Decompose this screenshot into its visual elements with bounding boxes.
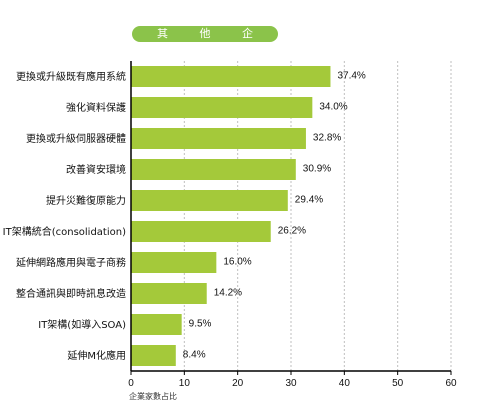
value-label-2: 34.0%: [319, 102, 347, 113]
bar-3: [131, 128, 306, 149]
x-tick-label-40: 40: [339, 378, 351, 389]
bar-8: [131, 283, 207, 304]
bar-10: [131, 345, 176, 366]
value-label-7: 16.0%: [223, 257, 251, 268]
x-axis-label: 企業家數占比: [129, 391, 177, 401]
bar-6: [131, 221, 271, 242]
x-tick-label-50: 50: [392, 378, 404, 389]
bar-1: [131, 66, 331, 87]
value-label-5: 29.4%: [295, 195, 323, 206]
x-tick-label-60: 60: [445, 378, 457, 389]
bar-2: [131, 97, 313, 118]
category-label-2: 強化資料保護: [66, 101, 126, 114]
bar-9: [131, 314, 182, 335]
value-label-1: 37.4%: [337, 71, 365, 82]
value-label-8: 14.2%: [214, 288, 242, 299]
category-label-3: 更換或升級伺服器硬體: [26, 132, 126, 145]
value-label-10: 8.4%: [183, 350, 206, 361]
category-label-10: 延伸M化應用: [67, 349, 126, 362]
value-label-4: 30.9%: [303, 164, 331, 175]
bar-7: [131, 252, 217, 273]
value-label-9: 9.5%: [189, 319, 212, 330]
value-label-3: 32.8%: [313, 133, 341, 144]
chart-title: 其 他 企 業: [132, 26, 278, 56]
category-label-9: IT架構(如導入SOA): [38, 318, 126, 331]
x-tick-label-20: 20: [232, 378, 244, 389]
x-tick-label-10: 10: [179, 378, 191, 389]
category-label-4: 改善資安環境: [66, 163, 126, 176]
category-label-6: IT架構統合(consolidation): [3, 225, 126, 238]
category-label-8: 整合通訊與即時訊息改造: [16, 287, 126, 300]
value-label-6: 26.2%: [278, 226, 306, 237]
category-label-1: 更換或升級既有應用系統: [16, 70, 126, 83]
category-label-5: 提升災難復原能力: [46, 194, 126, 207]
x-tick-label-30: 30: [285, 378, 297, 389]
bar-5: [131, 190, 288, 211]
x-tick-label-0: 0: [128, 378, 134, 389]
category-label-7: 延伸網路應用與電子商務: [16, 256, 126, 269]
bar-4: [131, 159, 296, 180]
